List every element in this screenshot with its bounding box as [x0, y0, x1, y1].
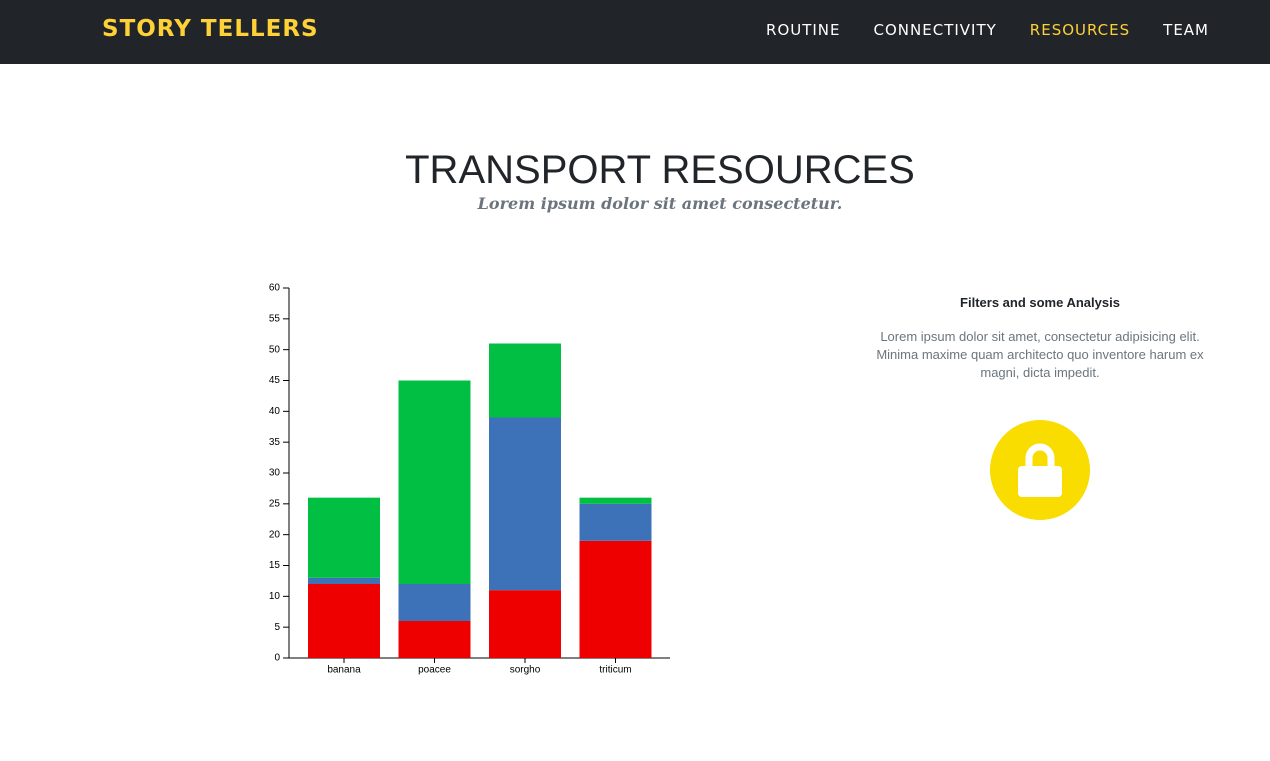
y-tick-label: 10: [269, 591, 281, 602]
x-tick-label: sorgho: [510, 665, 541, 676]
section-subtitle: Lorem ipsum dolor sit amet consectetur.: [477, 194, 843, 213]
nav-link[interactable]: CONNECTIVITY: [873, 21, 997, 39]
bar-segment: [579, 540, 652, 658]
nav-link[interactable]: ROUTINE: [766, 21, 841, 39]
bar-segment: [398, 621, 471, 658]
x-tick-label: poacee: [418, 665, 451, 676]
lock-shackle: [1025, 443, 1055, 468]
bar-segment: [308, 497, 380, 578]
y-tick-label: 45: [269, 375, 281, 386]
y-tick-label: 60: [269, 283, 281, 294]
y-tick-label: 15: [269, 560, 281, 571]
nav-link[interactable]: RESOURCES: [1029, 21, 1131, 39]
bar-segment: [489, 590, 561, 658]
y-tick-label: 5: [274, 622, 280, 633]
x-tick-label: triticum: [599, 665, 631, 676]
navbar: STORY TELLERS ROUTINE CONNECTIVITY RESOURC…: [0, 0, 1270, 64]
panel-title: Filters and some Analysis: [960, 295, 1120, 310]
y-tick-label: 35: [269, 437, 281, 448]
y-tick-label: 25: [269, 498, 281, 509]
panel-text: Lorem ipsum dolor sit amet, consectetur …: [876, 329, 1204, 380]
y-tick-label: 20: [269, 529, 281, 540]
bar-segment: [489, 417, 561, 591]
y-tick-label: 0: [274, 653, 280, 664]
y-tick-label: 40: [269, 406, 281, 417]
lock-body: [1018, 466, 1062, 497]
bar-segment: [398, 584, 471, 621]
bar-segment: [308, 577, 380, 584]
nav-link[interactable]: TEAM: [1163, 21, 1209, 39]
y-tick-label: 55: [269, 313, 281, 324]
brand[interactable]: STORY TELLERS: [102, 16, 319, 42]
bar-segment: [579, 497, 652, 504]
nav-menu: ROUTINE CONNECTIVITY RESOURCES TEAM: [766, 21, 1209, 39]
section-title: TRANSPORT RESOURCES: [405, 148, 915, 192]
y-tick-label: 30: [269, 468, 281, 479]
bar-segment: [489, 343, 561, 418]
x-tick-label: banana: [327, 665, 361, 676]
bar-segment: [398, 380, 471, 584]
bar-segment: [579, 503, 652, 541]
y-tick-label: 50: [269, 344, 281, 355]
chart: 0 5 10 15 20 25 30 35 40 45 50 55 60 banana poacee sorg…: [269, 283, 670, 676]
bar-segment: [308, 584, 380, 658]
lock-icon[interactable]: [990, 420, 1090, 520]
